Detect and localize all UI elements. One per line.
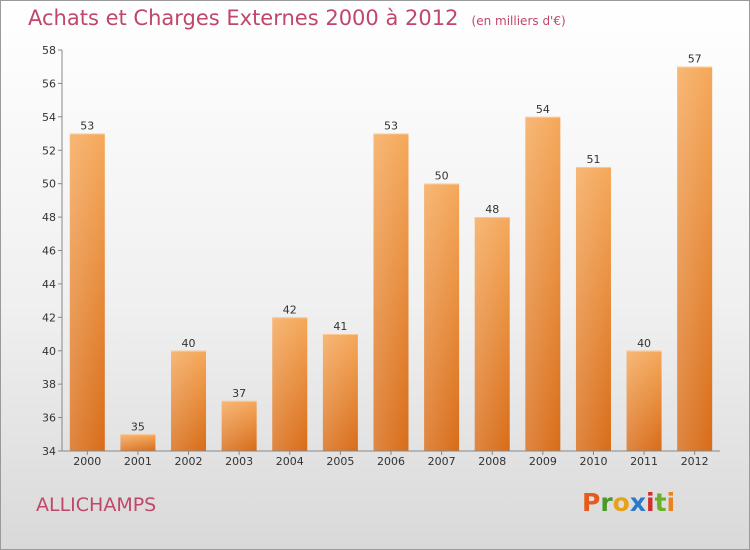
- bar-highlight: [575, 166, 611, 452]
- y-tick-label: 42: [42, 311, 56, 324]
- bar-highlight: [171, 350, 207, 451]
- bar-highlight: [474, 217, 510, 451]
- bar-value-label: 48: [485, 203, 499, 216]
- bar-value-label: 40: [637, 337, 651, 350]
- logo-letter: x: [629, 488, 646, 517]
- y-tick-label: 56: [42, 77, 56, 90]
- logo-letter: r: [600, 488, 613, 517]
- x-tick-label: 2005: [326, 455, 354, 468]
- chart-subtitle: (en milliers d'€): [471, 14, 566, 28]
- y-tick-label: 38: [42, 378, 56, 391]
- bar-highlight: [373, 133, 409, 451]
- bar-highlight: [120, 434, 156, 451]
- bar-value-label: 53: [80, 120, 94, 133]
- logo-letter: t: [654, 488, 667, 517]
- bar-highlight: [677, 66, 713, 451]
- bar-highlight: [221, 400, 257, 451]
- x-tick-label: 2001: [124, 455, 152, 468]
- logo-letter: i: [666, 488, 676, 517]
- proxiti-logo: Proxiti: [582, 488, 675, 517]
- x-tick-label: 2007: [428, 455, 456, 468]
- y-tick-label: 46: [42, 245, 56, 258]
- bar-value-label: 53: [384, 120, 398, 133]
- x-tick-label: 2008: [478, 455, 506, 468]
- bar-value-label: 50: [435, 170, 449, 183]
- y-tick-label: 50: [42, 178, 56, 191]
- x-tick-label: 2004: [276, 455, 304, 468]
- logo-letter: i: [646, 488, 655, 517]
- bar-highlight: [272, 317, 308, 451]
- bar-highlight: [525, 116, 561, 451]
- x-tick-label: 2006: [377, 455, 405, 468]
- logo-letter: P: [582, 488, 601, 517]
- bar-highlight: [626, 350, 662, 451]
- bar-value-label: 40: [182, 337, 196, 350]
- bar-value-label: 51: [586, 153, 600, 166]
- bar-value-label: 37: [232, 387, 246, 400]
- y-tick-label: 58: [42, 44, 56, 57]
- bar-value-label: 57: [688, 53, 702, 66]
- bar-value-label: 35: [131, 420, 145, 433]
- x-tick-label: 2009: [529, 455, 557, 468]
- chart-title-block: Achats et Charges Externes 2000 à 2012 (…: [28, 6, 566, 30]
- x-tick-label: 2000: [73, 455, 101, 468]
- y-tick-label: 34: [42, 445, 56, 458]
- bar-highlight: [69, 133, 105, 451]
- x-tick-label: 2010: [579, 455, 607, 468]
- bar-value-label: 54: [536, 103, 550, 116]
- location-label: ALLICHAMPS: [36, 494, 157, 516]
- bar-value-label: 42: [283, 303, 297, 316]
- bar-value-label: 41: [333, 320, 347, 333]
- x-tick-label: 2012: [681, 455, 709, 468]
- bar-highlight: [424, 183, 460, 451]
- chart-title: Achats et Charges Externes 2000 à 2012: [28, 6, 459, 30]
- y-tick-label: 40: [42, 345, 56, 358]
- y-tick-label: 52: [42, 144, 56, 157]
- x-tick-label: 2002: [175, 455, 203, 468]
- y-tick-label: 48: [42, 211, 56, 224]
- y-tick-label: 44: [42, 278, 56, 291]
- logo-letter: o: [612, 488, 630, 517]
- x-tick-label: 2003: [225, 455, 253, 468]
- y-tick-label: 54: [42, 111, 56, 124]
- bar-highlight: [322, 334, 358, 451]
- x-tick-label: 2011: [630, 455, 658, 468]
- y-tick-label: 36: [42, 412, 56, 425]
